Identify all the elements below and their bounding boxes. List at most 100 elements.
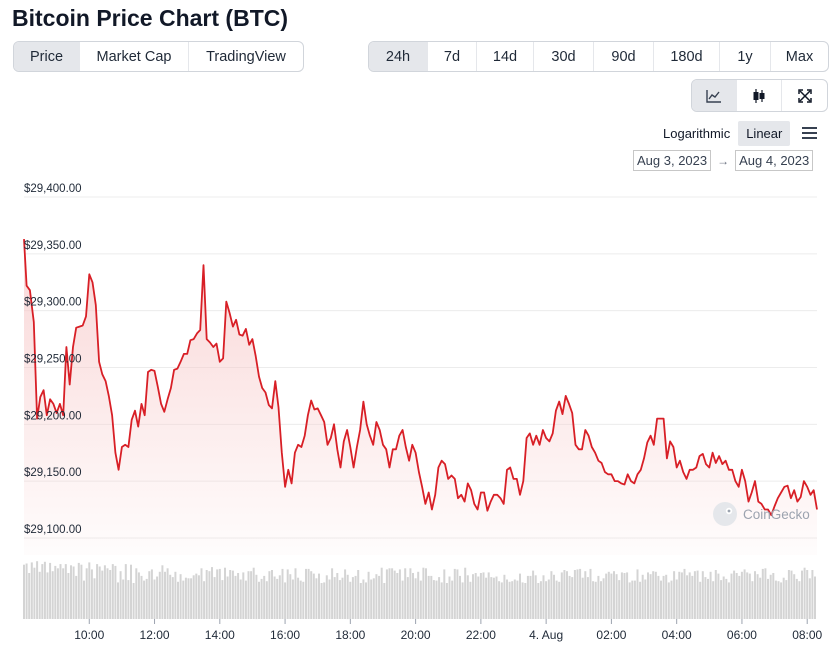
volume-bar [166, 568, 169, 619]
volume-bar [252, 567, 255, 619]
volume-bar [41, 564, 44, 619]
volume-bar [814, 576, 816, 619]
fullscreen-button[interactable] [782, 80, 827, 111]
date-to-input[interactable]: Aug 4, 2023 [735, 150, 814, 171]
volume-bar [425, 568, 427, 619]
range-1y[interactable]: 1y [720, 42, 771, 71]
scale-linear[interactable]: Linear [738, 120, 791, 146]
volume-bar [370, 579, 373, 619]
volume-bar [184, 577, 187, 619]
volume-bar [312, 573, 315, 619]
volume-bar [375, 574, 378, 619]
volume-bar [70, 565, 72, 619]
volume-bar [746, 572, 749, 619]
volume-bar [117, 582, 119, 619]
line-chart-icon [706, 89, 721, 103]
volume-bar [641, 574, 644, 620]
volume-bar [36, 561, 39, 619]
hamburger-menu-icon[interactable] [800, 125, 819, 141]
volume-bar [555, 580, 558, 619]
volume-bar [539, 581, 542, 619]
volume-bar [660, 580, 662, 619]
volume-bar [456, 569, 459, 619]
volume-bar [127, 580, 130, 619]
volume-bar [662, 575, 665, 619]
volume-bar [203, 581, 206, 619]
volume-bar [761, 568, 764, 619]
volume-bar [696, 570, 699, 619]
volume-bar [164, 571, 166, 619]
range-14d[interactable]: 14d [477, 42, 534, 71]
volume-bar [226, 576, 229, 619]
tab-tradingview[interactable]: TradingView [206, 48, 286, 65]
volume-bar [647, 572, 649, 619]
volume-bar [51, 571, 54, 619]
volume-bar [459, 575, 461, 619]
volume-bar [177, 581, 179, 619]
scale-logarithmic[interactable]: Logarithmic [663, 125, 731, 141]
volume-bar [735, 573, 738, 619]
y-tick-label: $29,100.00 [24, 524, 82, 536]
volume-bar [412, 573, 414, 619]
volume-bar [414, 578, 417, 619]
range-7d[interactable]: 7d [428, 42, 477, 71]
volume-bar [268, 571, 271, 619]
volume-bar [310, 571, 313, 619]
tab-market-cap[interactable]: Market Cap [80, 42, 189, 71]
volume-bar [490, 577, 493, 619]
volume-bar [652, 571, 655, 619]
volume-bar [623, 573, 626, 619]
volume-bar [633, 580, 636, 619]
tab-price[interactable]: Price [14, 42, 80, 71]
range-24h[interactable]: 24h [369, 42, 428, 71]
candlestick-icon [753, 88, 765, 103]
range-180d[interactable]: 180d [654, 42, 720, 71]
volume-bar [701, 571, 704, 619]
volume-bar [511, 581, 514, 619]
volume-bar [725, 578, 728, 619]
volume-bar [573, 570, 576, 619]
volume-bar [754, 571, 756, 619]
date-from-input[interactable]: Aug 3, 2023 [633, 150, 712, 171]
volume-bar [477, 576, 480, 619]
arrow-right-icon: → [717, 153, 730, 168]
volume-bar [221, 580, 224, 619]
volume-bar [349, 581, 352, 619]
volume-bar [560, 572, 563, 619]
volume-bar [59, 564, 62, 619]
volume-bar [30, 562, 33, 619]
volume-bar [237, 573, 240, 619]
volume-bar [331, 568, 334, 619]
volume-bar [140, 575, 143, 619]
volume-bar [419, 580, 422, 619]
x-tick-label: 02:00 [596, 628, 626, 642]
price-chart[interactable]: $29,100.00 $29,150.00 $29,200.00 $29,250.00… [0, 180, 832, 654]
volume-bar [487, 572, 490, 619]
volume-bar [33, 567, 36, 619]
volume-bar [594, 581, 597, 619]
volume-bar [618, 580, 621, 619]
line-chart-button[interactable] [692, 80, 737, 111]
volume-bar [365, 582, 367, 619]
volume-bar [649, 574, 652, 619]
volume-bar [351, 577, 354, 619]
volume-bar [161, 565, 164, 619]
volume-bar [145, 578, 148, 619]
candlestick-button[interactable] [737, 80, 782, 111]
volume-bar [93, 578, 96, 619]
volume-bar [464, 567, 467, 619]
volume-bar [90, 569, 93, 619]
volume-bar [305, 568, 307, 619]
volume-bar [712, 581, 715, 619]
volume-bar [109, 570, 112, 619]
range-30d[interactable]: 30d [534, 42, 594, 71]
volume-bar [307, 568, 310, 619]
volume-bar [526, 575, 529, 619]
range-90d[interactable]: 90d [594, 42, 654, 71]
range-max[interactable]: Max [785, 48, 814, 65]
volume-bar [688, 572, 691, 619]
volume-bar [519, 573, 521, 619]
volume-bar [158, 571, 161, 619]
volume-bar [216, 569, 219, 619]
volume-bar [787, 570, 790, 619]
